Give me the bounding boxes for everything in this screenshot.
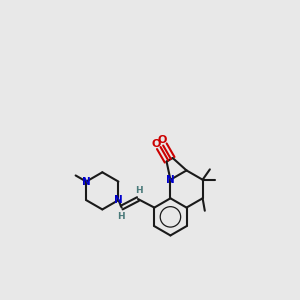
Text: O: O (158, 135, 167, 145)
Text: N: N (114, 195, 123, 205)
Text: H: H (135, 186, 143, 195)
Text: H: H (118, 212, 125, 221)
Text: N: N (82, 177, 91, 187)
Text: N: N (166, 175, 175, 185)
Text: O: O (152, 139, 161, 148)
